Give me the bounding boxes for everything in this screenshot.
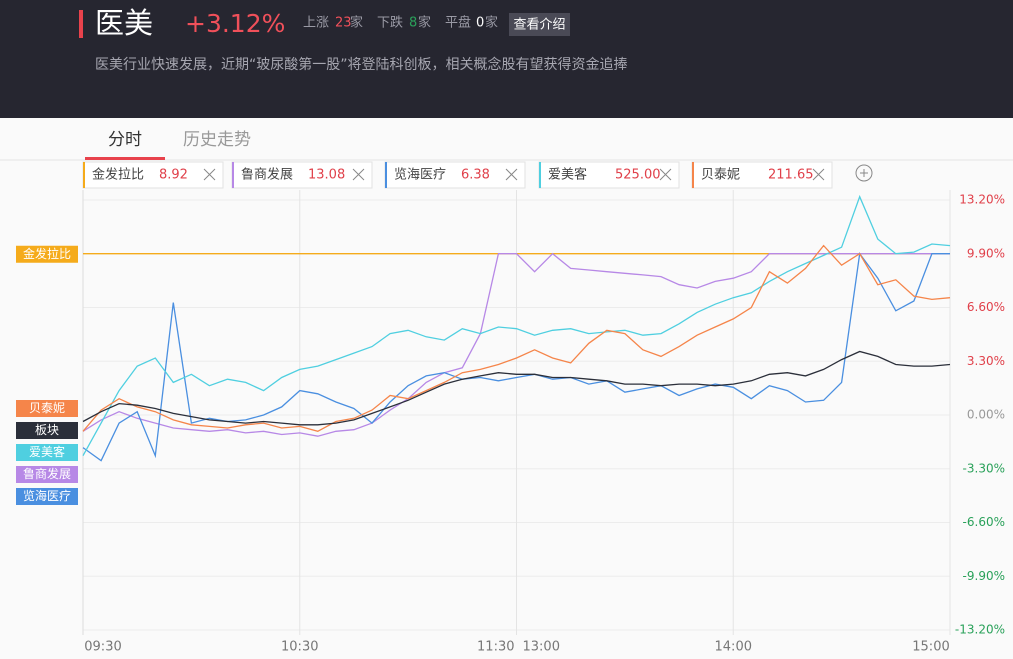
chip[interactable] [538, 161, 680, 189]
x-tick-label: 09:30 [84, 640, 121, 655]
y-tick-label: 6.60% [967, 300, 1005, 314]
series-line [82, 194, 951, 457]
series-tag [16, 488, 78, 505]
series-tag-label: 板块 [35, 423, 59, 437]
chip-name: 爱美客 [548, 167, 587, 183]
stat-count: 23 [335, 16, 352, 31]
stat-label: 下跌 [377, 15, 403, 31]
series-line [82, 244, 951, 432]
stat-unit: 家 [350, 15, 363, 31]
x-tick-label: 11:30 [477, 640, 514, 655]
add-button[interactable] [855, 164, 873, 182]
x-tick-label: 13:00 [523, 640, 560, 655]
y-tick-label: -13.20% [955, 623, 1005, 637]
tab-underline [85, 157, 165, 160]
series-tag [16, 400, 78, 417]
stat-count: 8 [409, 16, 417, 31]
plot: 13.20% 9.90% 6.60% 3.30% 0.00% -3.30% -6.60% -9… [16, 190, 1005, 655]
header-bg [0, 0, 1013, 118]
change: +3.12% [185, 9, 285, 38]
y-tick-label: -9.90% [963, 569, 1005, 583]
y-tick-label: -6.60% [963, 515, 1005, 529]
chip-name: 金发拉比 [92, 167, 144, 183]
stat-label: 上涨 [303, 16, 329, 31]
chip-price: 525.00 [615, 168, 661, 183]
x-tick-label: 14:00 [715, 640, 752, 655]
chip[interactable] [231, 161, 373, 189]
add-icon[interactable] [860, 169, 868, 177]
chip-color [385, 162, 387, 188]
series-tag-label: 爱美客 [29, 444, 65, 459]
chip-price: 13.08 [308, 168, 345, 183]
chip-close[interactable] [203, 168, 216, 181]
y-tick-label: 3.30% [967, 354, 1005, 368]
chip-close[interactable] [659, 168, 672, 181]
tab[interactable]: 分时 [108, 130, 142, 150]
intro-button[interactable] [509, 13, 570, 36]
x-tick-label: 15:00 [912, 640, 949, 655]
stat-unit: 家 [418, 15, 431, 31]
series-tag [16, 466, 78, 483]
stat-unit: 家 [485, 15, 498, 31]
chip-color [539, 162, 541, 188]
stat-label: 平盘 [445, 15, 471, 31]
title: 医美 [95, 6, 153, 40]
chip-color [692, 162, 694, 188]
chip-name: 贝泰妮 [701, 168, 740, 183]
chip-price: 211.65 [768, 168, 814, 183]
title-bar [79, 10, 83, 38]
series-line [82, 350, 951, 426]
y-tick-label: 0.00% [967, 408, 1005, 422]
series-tag-label: 贝泰妮 [29, 401, 65, 415]
chip-close[interactable] [352, 168, 365, 181]
chip-close[interactable] [812, 168, 825, 181]
chip-price: 6.38 [461, 168, 490, 183]
chip-color [83, 162, 85, 188]
y-tick-label: -3.30% [963, 461, 1005, 475]
stat-count: 0 [476, 16, 484, 31]
series-tag-label: 鲁商发展 [23, 466, 71, 481]
series-tag-label: 览海医疗 [23, 488, 71, 503]
series-tag [16, 245, 78, 263]
chip-color [232, 162, 234, 188]
chip-price: 8.92 [159, 168, 188, 183]
chip-name: 览海医疗 [394, 167, 446, 183]
series-tag [16, 444, 78, 461]
series-line [82, 252, 950, 437]
x-tick-label: 10:30 [281, 640, 318, 655]
series-tag-label: 金发拉比 [23, 246, 71, 261]
intro-button-label[interactable]: 查看介绍 [513, 17, 565, 33]
series-tag [16, 422, 78, 439]
description: 医美行业快速发展，近期“玻尿酸第一股”将登陆科创板，相关概念股有望获得资金追捧 [95, 56, 628, 73]
tab[interactable]: 历史走势 [183, 130, 251, 150]
y-tick-label: 13.20% [959, 193, 1005, 207]
y-tick-label: 9.90% [967, 246, 1005, 260]
chip-close[interactable] [505, 168, 518, 181]
chip-name: 鲁商发展 [241, 167, 293, 183]
stock-chips: 金发拉比 8.92 鲁商发展 13.08 览海医疗 6.38 爱美客 525.00 贝泰妮 211… [82, 161, 833, 189]
